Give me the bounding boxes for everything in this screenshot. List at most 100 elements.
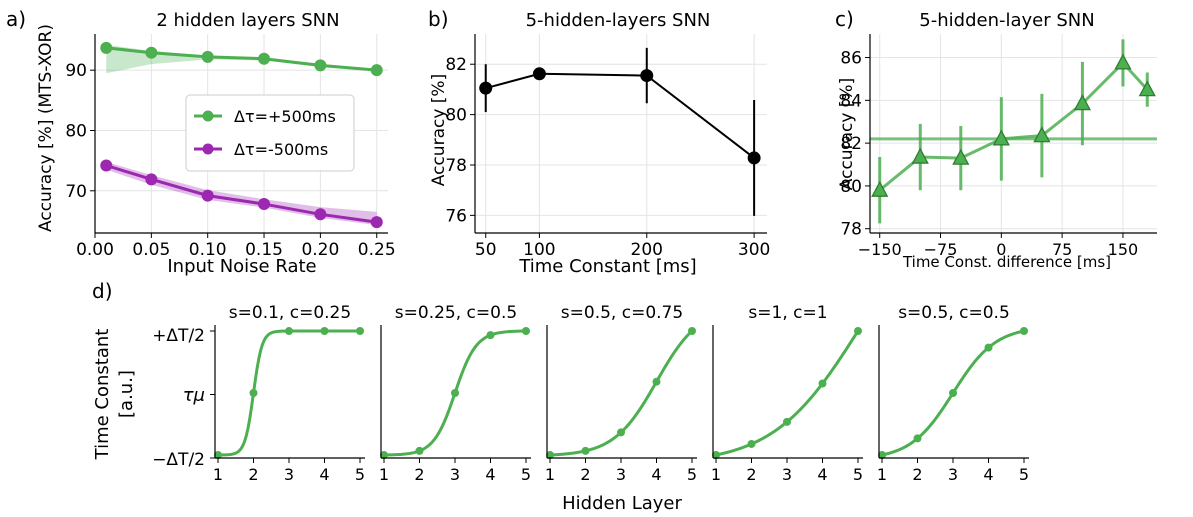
y-tick-label: 82: [840, 134, 862, 154]
data-marker: [640, 69, 654, 83]
layer-point: [913, 434, 922, 443]
layer-point: [617, 428, 625, 437]
layer-point: [546, 451, 554, 459]
panel-b-ylabel: Accuracy [%]: [429, 74, 449, 186]
panel-b-letter: b): [428, 7, 449, 31]
data-marker: [100, 159, 113, 172]
schedule-curve: [715, 330, 860, 457]
y-tick-label: 70: [65, 182, 87, 202]
panel-d: d) Time Constant [a.u.] Hidden Layer +ΔT…: [92, 279, 1029, 514]
x-tick-label: 3: [616, 465, 626, 484]
panel-c-xlabel: Time Const. difference [ms]: [902, 253, 1111, 271]
panel-c-letter: c): [835, 7, 854, 31]
x-tick-label: 5: [1019, 465, 1029, 484]
data-marker: [258, 198, 271, 211]
panel-d-ytick-mid: τμ: [183, 385, 205, 406]
data-marker: [1033, 126, 1051, 143]
x-tick-label: 0.15: [245, 240, 283, 260]
x-tick-label: 5: [853, 465, 863, 484]
layer-point: [581, 446, 590, 455]
data-marker: [747, 151, 761, 165]
x-tick-label: 300: [738, 240, 770, 260]
x-tick-label: 2: [414, 465, 424, 484]
series-line: [485, 72, 755, 159]
legend-label-plus: Δτ=+500ms: [234, 107, 336, 126]
panel-b-xlabel: Time Constant [ms]: [518, 256, 696, 277]
legend-marker-minus: [202, 143, 214, 155]
layer-point: [415, 446, 424, 455]
x-tick-label: 5: [687, 465, 697, 484]
data-marker: [201, 189, 214, 202]
x-tick-label: 1: [379, 465, 389, 484]
layer-point: [949, 389, 957, 397]
schedule-curve: [549, 329, 694, 457]
x-tick-label: 1: [711, 465, 721, 484]
series-line: [105, 164, 377, 224]
layer-point: [652, 377, 661, 386]
x-tick-label: 75: [1052, 240, 1072, 259]
y-tick-label: 80: [65, 121, 87, 141]
x-tick-label: 0.10: [189, 240, 227, 260]
y-tick-label: 80: [840, 177, 862, 197]
data-marker: [314, 208, 327, 221]
data-marker: [201, 50, 214, 63]
subplot-title: s=0.5, c=0.5: [898, 303, 1010, 323]
legend-label-minus: Δτ=-500ms: [234, 140, 328, 159]
panel-a-ylabel: Accuracy [%] (MTS-XOR): [36, 24, 56, 232]
x-tick-label: 3: [782, 465, 792, 484]
panel-b-title: 5-hidden-layers SNN: [526, 10, 711, 31]
data-marker: [992, 129, 1010, 146]
x-tick-label: 0.05: [132, 240, 170, 260]
y-tick-label: 86: [840, 49, 862, 69]
layer-point: [984, 343, 993, 352]
panel-a-xlabel: Input Noise Rate: [167, 256, 316, 277]
y-tick-label: 78: [840, 220, 862, 240]
panel-a-legend: Δτ=+500ms Δτ=-500ms: [185, 94, 355, 172]
y-tick-label: 90: [65, 61, 87, 81]
data-marker: [1073, 94, 1091, 111]
legend-box: [185, 94, 355, 172]
data-marker: [1114, 53, 1132, 70]
panel-a-letter: a): [6, 7, 26, 31]
layer-point: [854, 327, 862, 335]
data-marker: [479, 81, 493, 95]
y-tick-label: 78: [445, 156, 467, 176]
layer-point: [249, 389, 258, 398]
data-marker: [532, 67, 546, 81]
x-tick-label: 5: [355, 465, 365, 484]
x-tick-label: 200: [631, 240, 663, 260]
x-tick-label: 4: [485, 465, 495, 484]
layer-point: [320, 327, 329, 335]
x-tick-label: 1: [213, 465, 223, 484]
schedule-curve: [217, 329, 360, 457]
panel-d-ylabel-line1: Time Constant: [92, 329, 113, 461]
data-marker: [145, 173, 158, 186]
subplot-title: s=0.25, c=0.5: [395, 303, 517, 323]
legend-marker-plus: [202, 110, 214, 122]
x-tick-label: 1: [877, 465, 887, 484]
x-tick-label: −75: [924, 240, 958, 259]
layer-point: [688, 327, 696, 335]
panel-a-title: 2 hidden layers SNN: [156, 10, 339, 31]
panel-a: a) 2 hidden layers SNN Input Noise Rate …: [6, 7, 396, 277]
panel-d-ytick-bottom: −ΔT/2: [152, 450, 205, 470]
y-tick-label: 76: [445, 206, 467, 226]
layer-point: [451, 389, 459, 397]
x-tick-label: 4: [817, 465, 827, 484]
y-tick-label: 82: [445, 55, 467, 75]
panel-d-ytick-top: +ΔT/2: [152, 326, 205, 346]
x-tick-label: 0: [996, 240, 1006, 259]
data-marker: [100, 41, 113, 54]
data-marker: [258, 52, 271, 65]
layer-point: [747, 439, 756, 448]
panel-c: c) 5-hidden-layer SNN Time Const. differ…: [835, 7, 1157, 271]
layer-point: [356, 327, 364, 335]
subplot-title: s=0.5, c=0.75: [561, 303, 683, 323]
x-tick-label: 4: [651, 465, 661, 484]
data-marker: [145, 46, 158, 59]
panel-c-ylabel: Accuracy [%]: [837, 78, 857, 190]
x-tick-label: 0.25: [358, 240, 396, 260]
data-marker: [1138, 80, 1156, 97]
layer-point: [486, 331, 495, 340]
